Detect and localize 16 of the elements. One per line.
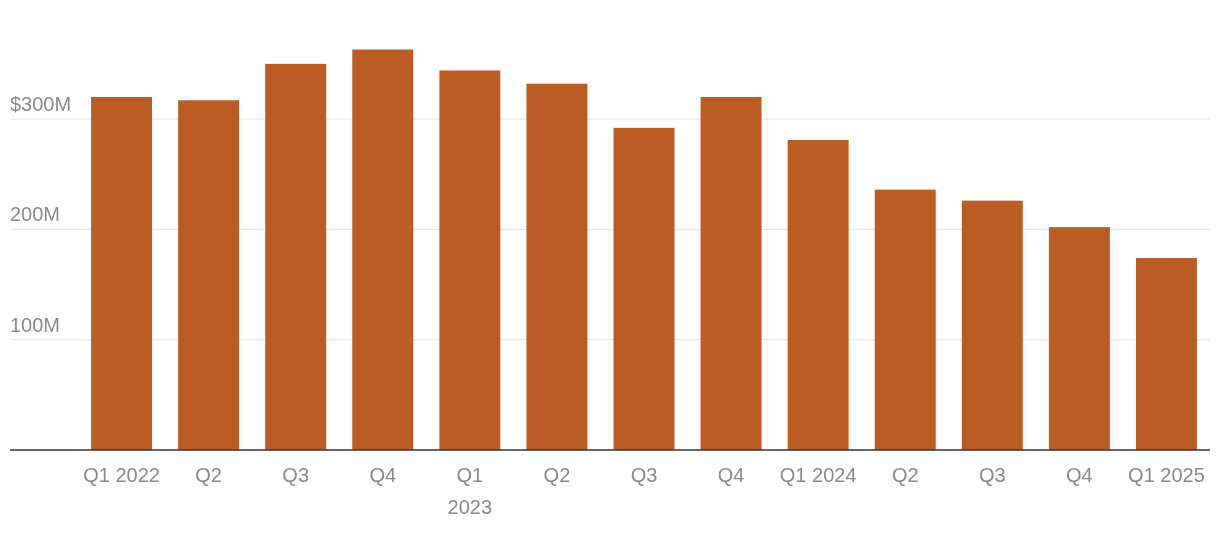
- y-tick-label: 100M: [10, 313, 61, 336]
- x-tick-label: Q4: [1066, 464, 1093, 486]
- x-tick-label: Q2: [195, 464, 222, 486]
- x-tick-label: Q3: [282, 464, 310, 486]
- x-tick-label: Q1 2023: [447, 464, 493, 518]
- x-tick-label: Q1 2022: [83, 464, 160, 486]
- x-tick-label: Q3: [978, 464, 1006, 486]
- x-tick-label: Q2: [543, 464, 571, 486]
- x-tick-label: Q1 2024: [779, 464, 857, 486]
- y-tick-label: 200M: [10, 203, 61, 226]
- x-tick-label: Q4: [369, 464, 397, 486]
- x-tick-label: Q2: [891, 464, 919, 486]
- x-tick-label: Q4: [717, 464, 745, 486]
- x-tick-label: Q1 2025: [1128, 464, 1205, 486]
- y-tick-label: $300M: [10, 93, 72, 116]
- x-tick-label: Q3: [630, 464, 658, 486]
